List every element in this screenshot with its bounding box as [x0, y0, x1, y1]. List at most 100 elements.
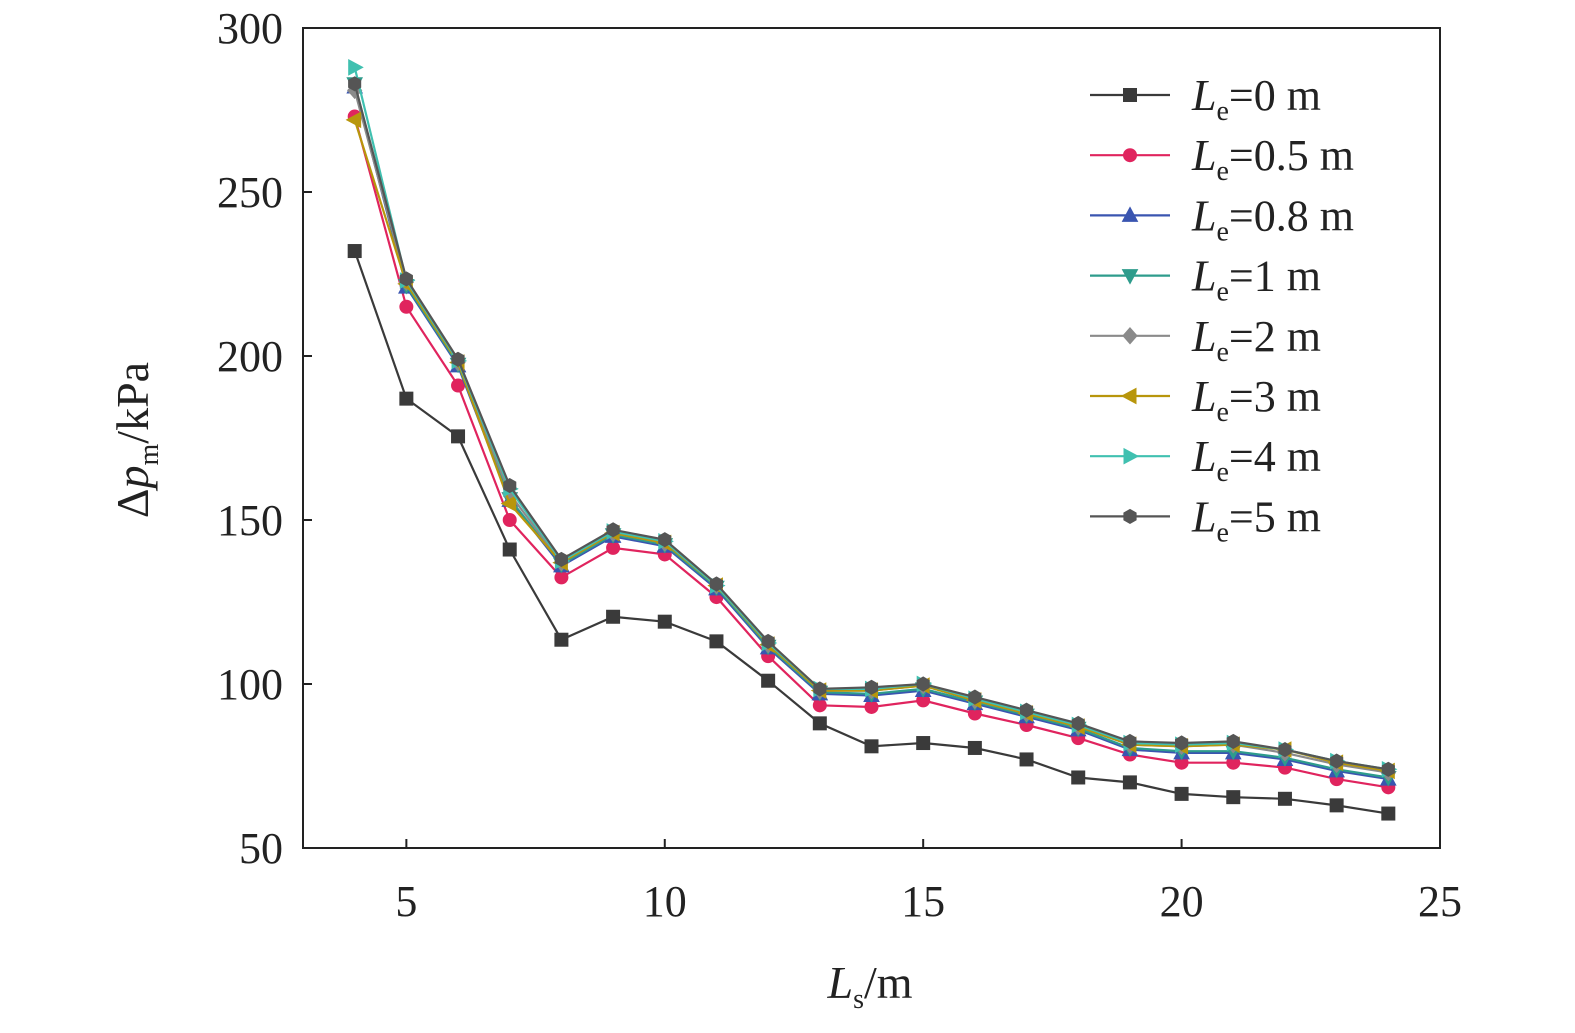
- x-axis-title-main: L: [826, 957, 853, 1008]
- data-point: [657, 614, 672, 629]
- legend-item: Le=0 m: [1090, 71, 1321, 127]
- series-7: [348, 76, 1395, 777]
- data-point: [345, 111, 362, 129]
- legend-label: Le=1 m: [1191, 252, 1321, 308]
- y-axis-title-prefix: Δ: [107, 488, 158, 518]
- series-line: [353, 83, 1389, 771]
- legend-swatch-marker: [1123, 88, 1137, 102]
- y-tick-label: 300: [217, 4, 283, 53]
- data-point: [451, 378, 466, 393]
- legend-item: Le=5 m: [1090, 492, 1321, 548]
- data-point: [606, 522, 620, 538]
- legend-label: Le=0.5 m: [1191, 131, 1354, 187]
- series-line: [353, 83, 1389, 779]
- legend-swatch-marker: [1123, 148, 1137, 163]
- legend-swatch-marker: [1120, 387, 1137, 405]
- legend-item: Le=3 m: [1090, 372, 1321, 428]
- data-point: [554, 632, 569, 647]
- data-point: [968, 689, 982, 705]
- data-point: [1278, 742, 1292, 758]
- x-axis-title: Ls/m: [826, 957, 912, 1015]
- y-tick-label: 150: [217, 496, 283, 545]
- data-point: [502, 513, 517, 527]
- legend-label: Le=2 m: [1191, 312, 1321, 368]
- data-point: [761, 673, 776, 688]
- data-point: [813, 681, 827, 697]
- y-tick-label: 250: [217, 168, 283, 217]
- data-point: [399, 271, 413, 287]
- data-point: [1020, 702, 1034, 718]
- data-point: [502, 542, 517, 557]
- x-tick-label: 10: [643, 877, 687, 926]
- y-tick-label: 100: [217, 660, 283, 709]
- legend-swatch-marker: [1122, 327, 1138, 345]
- legend-swatch-marker: [1121, 269, 1139, 285]
- data-point: [709, 576, 723, 592]
- y-tick-label: 200: [217, 332, 283, 381]
- legend-item: Le=0.5 m: [1090, 131, 1354, 187]
- data-point: [554, 551, 568, 567]
- legend-swatch-marker: [1121, 206, 1139, 222]
- data-point: [347, 244, 362, 259]
- data-point: [1019, 752, 1034, 767]
- legend-item: Le=1 m: [1090, 252, 1321, 308]
- y-axis-title: Δpm/kPa: [107, 362, 165, 518]
- data-point: [1329, 798, 1344, 813]
- data-point: [761, 633, 775, 649]
- legend-swatch-marker: [1123, 447, 1140, 465]
- x-tick-label: 25: [1418, 877, 1462, 926]
- data-point: [500, 495, 517, 512]
- legend-label: Le=0 m: [1191, 71, 1321, 127]
- data-point: [1277, 791, 1292, 806]
- data-point: [1174, 786, 1189, 801]
- x-axis: 5 10 15 20 25: [395, 839, 1462, 926]
- data-point: [451, 351, 465, 367]
- data-point: [606, 609, 621, 624]
- y-axis-title-unit: /kPa: [107, 362, 158, 444]
- data-point: [1071, 715, 1085, 731]
- y-axis-title-sub: m: [134, 443, 165, 465]
- legend: Le=0 mLe=0.5 mLe=0.8 mLe=1 mLe=2 mLe=3 m…: [1090, 71, 1354, 548]
- data-point: [967, 740, 982, 755]
- x-tick-label: 15: [901, 877, 945, 926]
- legend-item: Le=2 m: [1090, 312, 1321, 368]
- x-tick-label: 20: [1160, 877, 1204, 926]
- x-axis-title-unit: /m: [864, 957, 913, 1008]
- data-point: [1330, 753, 1344, 769]
- data-point: [916, 736, 931, 751]
- legend-label: Le=4 m: [1191, 432, 1321, 488]
- legend-swatch-marker: [1123, 508, 1137, 524]
- legend-item: Le=0.8 m: [1090, 191, 1354, 247]
- data-point: [1071, 770, 1086, 785]
- series-0: [347, 244, 1396, 821]
- data-point: [1122, 775, 1137, 790]
- data-point: [864, 739, 879, 754]
- data-point: [1226, 733, 1240, 749]
- plot-frame: [302, 27, 1441, 849]
- data-point: [348, 76, 362, 92]
- y-axis-title-main: p: [107, 465, 158, 491]
- data-point: [916, 676, 930, 692]
- x-tick-label: 5: [395, 877, 417, 926]
- plot-area: [302, 27, 1441, 849]
- data-point: [399, 299, 414, 314]
- data-point: [399, 391, 414, 406]
- y-tick-label: 50: [239, 824, 283, 873]
- data-point: [1381, 806, 1396, 821]
- series-layer: [345, 59, 1398, 821]
- data-point: [812, 716, 827, 731]
- x-axis-title-sub: s: [853, 984, 864, 1015]
- legend-item: Le=4 m: [1090, 432, 1321, 488]
- legend-label: Le=3 m: [1191, 372, 1321, 428]
- data-point: [451, 429, 466, 444]
- legend-label: Le=0.8 m: [1191, 191, 1354, 247]
- data-point: [658, 532, 672, 548]
- data-point: [709, 634, 724, 649]
- legend-label: Le=5 m: [1191, 492, 1321, 548]
- data-point: [1226, 790, 1241, 805]
- y-axis: 50 100 150 200 250 300: [217, 4, 312, 873]
- data-point: [503, 478, 517, 494]
- data-point: [1381, 761, 1395, 777]
- data-point: [1123, 733, 1137, 749]
